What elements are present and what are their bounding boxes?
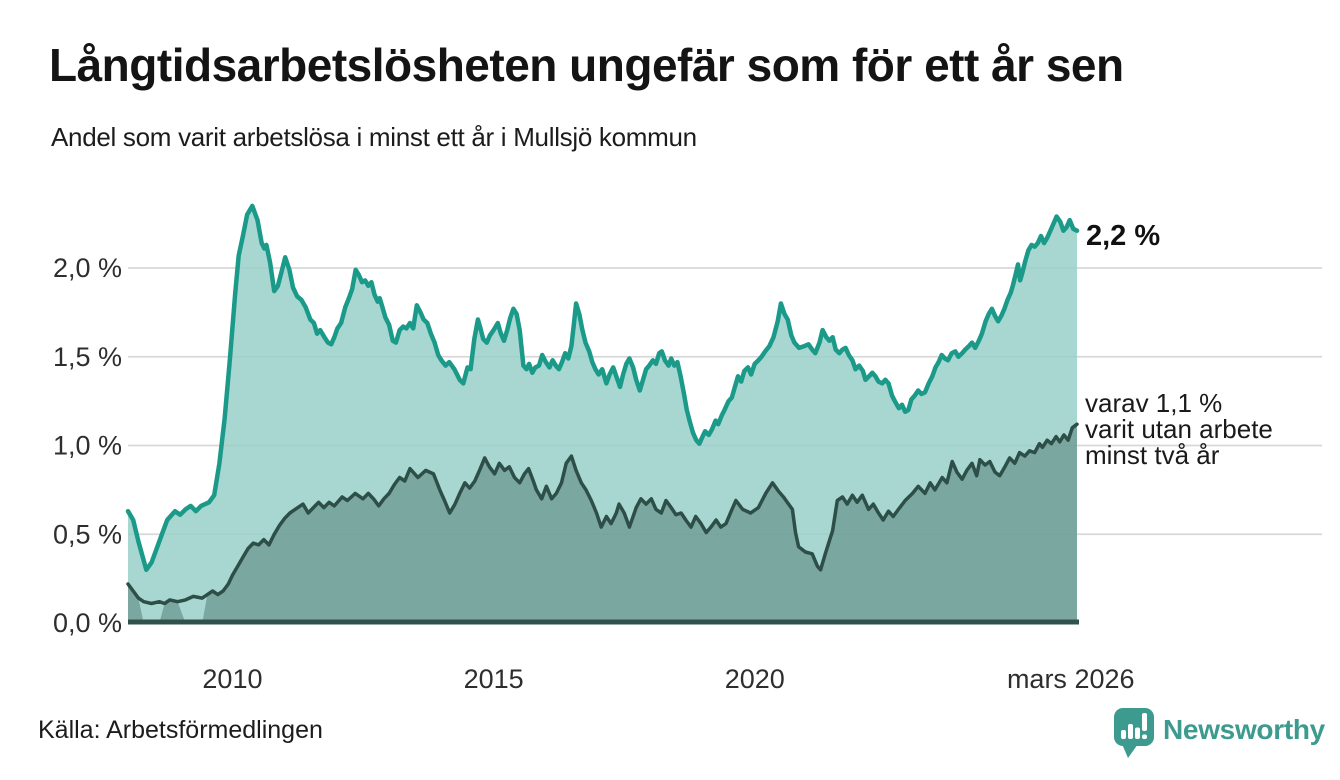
newsworthy-wordmark: Newsworthy — [1163, 714, 1325, 745]
end-label-two-years-line2: varit utan arbete — [1085, 414, 1273, 444]
end-label-total: 2,2 % — [1086, 220, 1161, 252]
chart-subtitle: Andel som varit arbetslösa i minst ett å… — [51, 122, 697, 152]
source-note: Källa: Arbetsförmedlingen — [38, 716, 323, 744]
end-label-two-years-line1: varav 1,1 % — [1085, 388, 1223, 418]
y-axis-tick-label: 1,0 % — [53, 431, 122, 461]
area-fill-two-years — [128, 424, 1077, 623]
y-axis-tick-label: 0,5 % — [53, 519, 122, 549]
x-axis-tick-label: mars 2026 — [1007, 664, 1135, 694]
end-label-two-years: varav 1,1 % varit utan arbete minst två … — [1085, 390, 1273, 468]
x-axis-tick-label: 2020 — [725, 664, 785, 694]
newsworthy-logo: Newsworthy — [1113, 707, 1325, 759]
line-total — [125, 203, 1080, 573]
page-title: Långtidsarbetslösheten ungefär som för e… — [49, 39, 1124, 91]
x-axis-tick-label: 2010 — [202, 664, 262, 694]
y-axis-tick-label: 1,5 % — [53, 342, 122, 372]
line-two-years — [126, 422, 1079, 606]
end-label-two-years-line3: minst två år — [1085, 440, 1220, 470]
x-axis-labels: 2010 2015 2020 mars 2026 — [202, 664, 1134, 694]
x-axis-baseline — [128, 619, 1079, 625]
y-axis-tick-label: 0,0 % — [53, 608, 122, 638]
x-axis-tick-label: 2015 — [464, 664, 524, 694]
y-axis-labels: 0,0 % 0,5 % 1,0 % 1,5 % 2,0 % — [53, 253, 122, 638]
y-axis-tick-label: 2,0 % — [53, 253, 122, 283]
newsworthy-bubble-chart-icon — [1114, 708, 1154, 758]
